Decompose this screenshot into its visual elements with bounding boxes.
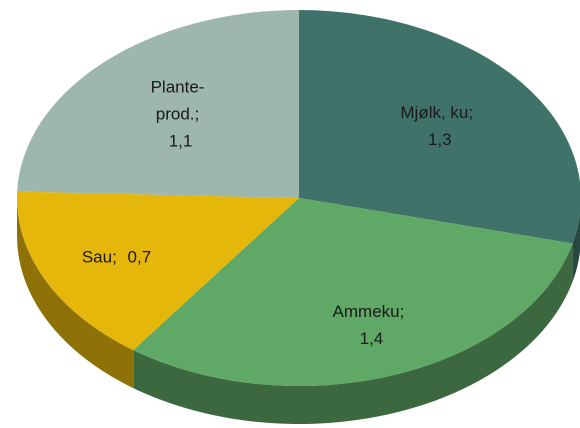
label-separator: ; <box>399 302 405 322</box>
label-value: 1,3 <box>427 130 452 150</box>
slice <box>16 191 299 351</box>
slice-side <box>572 213 580 282</box>
slice <box>299 10 580 244</box>
slice-side <box>133 243 573 424</box>
data-label: Mjølk, ku; 1,3 <box>389 99 484 153</box>
data-label: Ammeku; 1,4 <box>323 298 413 352</box>
slice-side <box>17 198 134 389</box>
label-value: 1,4 <box>359 329 384 349</box>
data-label: Plante-prod.; 1,1 <box>147 74 209 155</box>
label-separator: ; <box>194 104 200 124</box>
label-category: Ammeku <box>332 302 400 322</box>
data-label: Sau; 0,7 <box>57 244 177 271</box>
label-separator: ; <box>112 247 117 267</box>
label-category: Plante-prod. <box>150 77 205 124</box>
label-value: 1,1 <box>168 131 193 151</box>
label-value: 0,7 <box>127 247 152 267</box>
label-category: Mjølk, ku <box>400 103 469 123</box>
slice <box>133 198 573 386</box>
label-category: Sau <box>81 247 113 267</box>
label-separator: ; <box>468 103 474 123</box>
slice <box>17 10 300 198</box>
